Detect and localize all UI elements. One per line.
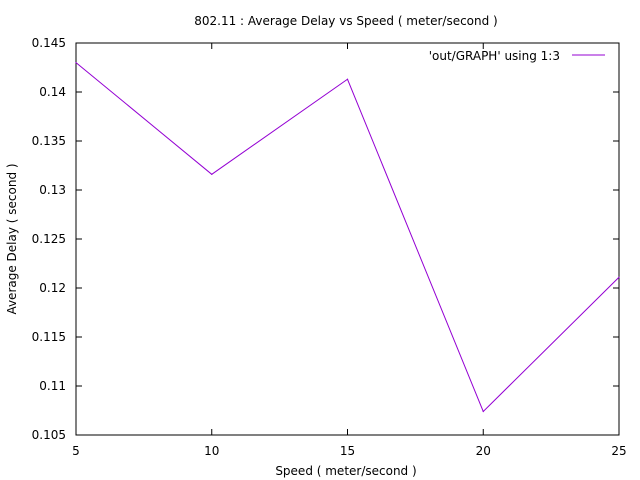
data-point [618,276,620,278]
data-point [346,78,349,80]
x-axis-label: Speed ( meter/second ) [275,464,416,478]
plot-area [75,62,620,413]
x-tick-label: 5 [72,444,80,458]
data-point [75,62,77,64]
y-tick-label: 0.145 [32,36,66,50]
x-tick-label: 15 [340,444,355,458]
x-tick-label: 20 [476,444,491,458]
series-line [75,62,620,413]
y-tick-label: 0.125 [32,232,66,246]
x-tick-label: 25 [611,444,626,458]
y-tick-label: 0.12 [39,281,66,295]
legend-label: 'out/GRAPH' using 1:3 [429,49,560,63]
y-tick-label: 0.13 [39,183,66,197]
plot-frame [75,42,620,436]
axes: 5 10 15 20 25 0.105 0.11 0.115 0.12 0.125 0.13 0.13… [32,36,627,458]
legend: 'out/GRAPH' using 1:3 [429,49,605,63]
y-tick-label: 0.11 [39,379,66,393]
y-axis-label: Average Delay ( second ) [5,163,19,314]
y-tick-label: 0.105 [32,428,66,442]
y-tick-label: 0.14 [39,85,66,99]
data-point [211,173,213,175]
data-point [482,410,484,413]
y-tick-label: 0.115 [32,330,66,344]
y-tick-label: 0.135 [32,134,66,148]
chart-title: 802.11 : Average Delay vs Speed ( meter/… [194,14,498,28]
x-tick-label: 10 [204,444,219,458]
